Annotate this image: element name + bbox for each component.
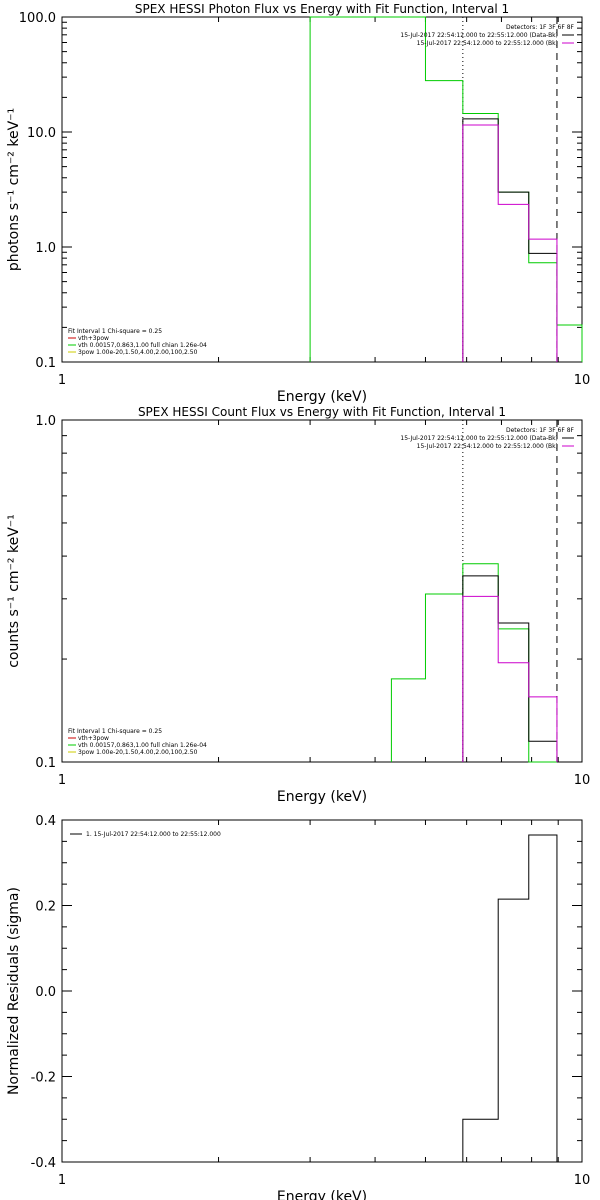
y-axis-label: counts s⁻¹ cm⁻² keV⁻¹ <box>6 514 22 668</box>
x-tick-label: 1 <box>58 1173 66 1188</box>
legend-entry: 1. 15-Jul-2017 22:54:12.000 to 22:55:12.… <box>86 831 221 838</box>
series-step-3 <box>462 124 558 362</box>
legend-entry: Fit Interval 1 Chi-square = 0.25 <box>68 728 162 735</box>
plot-frame <box>61 16 583 363</box>
x-axis-label: Energy (keV) <box>277 389 367 405</box>
legend-entry: 3pow 1.00e-20,1.50,4.00,2.00,100,2.50 <box>78 349 198 356</box>
plot-frame <box>61 819 583 1163</box>
legend-entry: vth+3pow <box>78 335 109 342</box>
y-axis-label: Normalized Residuals (sigma) <box>6 887 22 1095</box>
y-tick-label: 0.1 <box>35 356 56 371</box>
x-tick-label: 1 <box>58 773 66 788</box>
legend-bottom-left: Fit Interval 1 Chi-square = 0.25vth+3pow… <box>68 328 207 356</box>
legend-entry: Detectors: 1F 3F 6F 8F <box>506 24 575 31</box>
y-axis-label: photons s⁻¹ cm⁻² keV⁻¹ <box>6 108 22 271</box>
series-step-1 <box>462 834 558 1162</box>
x-axis-label: Energy (keV) <box>277 1189 367 1200</box>
chart-title: SPEX HESSI Count Flux vs Energy with Fit… <box>138 405 506 419</box>
series-step-2 <box>462 575 558 762</box>
x-axis-ticks <box>61 420 583 762</box>
y-tick-label: -0.4 <box>31 1156 56 1171</box>
y-tick-label: 0.0 <box>35 985 56 1000</box>
y-tick-label: 0.4 <box>35 814 56 829</box>
legend-entry: 15-Jul-2017 22:54:12.000 to 22:55:12.000… <box>400 32 558 39</box>
chart-panel-2: SPEX HESSI Count Flux vs Energy with Fit… <box>6 405 590 805</box>
y-tick-label: 0.1 <box>35 756 56 771</box>
y-tick-label: 100.0 <box>19 11 56 26</box>
x-tick-label: 10 <box>574 773 591 788</box>
series-step-3 <box>462 595 558 762</box>
x-axis-ticks <box>61 17 583 362</box>
y-axis-ticks <box>62 419 582 763</box>
chart-title: SPEX HESSI Photon Flux vs Energy with Fi… <box>135 2 509 16</box>
y-tick-label: 1.0 <box>35 241 56 256</box>
legend-entry: 15-Jul-2017 22:54:12.000 to 22:55:12.000… <box>400 435 558 442</box>
chart-panel-1: SPEX HESSI Photon Flux vs Energy with Fi… <box>6 2 590 405</box>
legend-entry: vth 0.00157,0.863,1.00 full chian 1.26e-… <box>78 742 207 749</box>
series-step-1 <box>309 16 583 362</box>
legend-entry: 15-Jul-2017 22:54:12.000 to 22:55:12.000… <box>417 443 558 450</box>
plot-frame <box>61 419 583 763</box>
legend-entry: Detectors: 1F 3F 6F 8F <box>506 427 575 434</box>
legend-entry: Fit Interval 1 Chi-square = 0.25 <box>68 328 162 335</box>
x-axis-label: Energy (keV) <box>277 789 367 805</box>
series-step-1 <box>390 563 557 763</box>
y-tick-label: 0.2 <box>35 900 56 915</box>
x-axis-ticks <box>61 820 583 1162</box>
legend-entry: vth+3pow <box>78 735 109 742</box>
y-tick-label: -0.2 <box>31 1071 56 1086</box>
x-tick-label: 1 <box>58 373 66 388</box>
series-step-2 <box>462 118 558 362</box>
legend-bottom-left: Fit Interval 1 Chi-square = 0.25vth+3pow… <box>68 728 207 756</box>
x-tick-label: 10 <box>574 373 591 388</box>
legend-entry: 3pow 1.00e-20,1.50,4.00,2.00,100,2.50 <box>78 749 198 756</box>
y-tick-label: 10.0 <box>27 126 56 141</box>
legend-entry: vth 0.00157,0.863,1.00 full chian 1.26e-… <box>78 342 207 349</box>
y-axis-ticks <box>62 16 582 363</box>
x-tick-label: 10 <box>574 1173 591 1188</box>
y-axis-ticks <box>62 819 582 1163</box>
legend-top-left: 1. 15-Jul-2017 22:54:12.000 to 22:55:12.… <box>70 831 221 838</box>
y-tick-label: 1.0 <box>35 414 56 429</box>
legend-entry: 15-Jul-2017 22:54:12.000 to 22:55:12.000… <box>417 40 558 47</box>
chart-panel-3: 1 10 0.4 0.2 0.0 -0.2 -0.4 Energy (keV) Normaliz… <box>6 814 590 1200</box>
